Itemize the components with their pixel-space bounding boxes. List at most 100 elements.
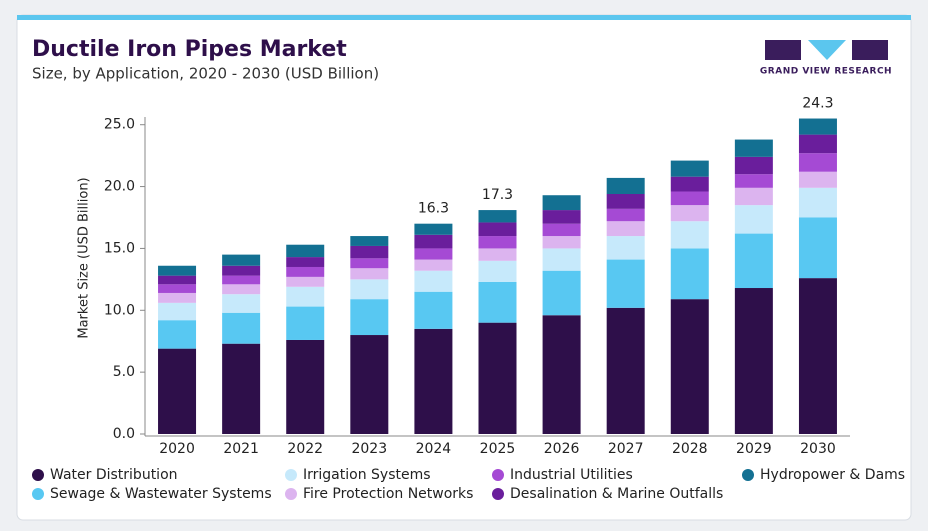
- bar-segment: [158, 348, 197, 434]
- bar-segment: [606, 177, 645, 194]
- legend-label: Fire Protection Networks: [303, 486, 473, 502]
- x-tick-label: 2029: [736, 441, 772, 457]
- bar-segment: [222, 343, 261, 434]
- bar-segment: [606, 193, 645, 209]
- bar-segment: [798, 217, 837, 279]
- bar-segment: [350, 245, 389, 259]
- bar-segment: [414, 248, 453, 260]
- bar-segment: [542, 270, 581, 316]
- bar-segment: [478, 322, 517, 434]
- bar-segment: [542, 236, 581, 249]
- bar-segment: [734, 156, 773, 175]
- bar-segment: [542, 210, 581, 224]
- bar-segment: [222, 275, 261, 285]
- x-tick-label: 2025: [480, 441, 516, 457]
- bar-segment: [670, 205, 709, 222]
- y-tick-label: 5.0: [113, 364, 135, 380]
- y-tick-label: 0.0: [113, 426, 135, 442]
- x-tick-label: 2027: [608, 441, 644, 457]
- logo-block: [765, 40, 801, 60]
- card: [16, 14, 912, 521]
- legend-marker: [285, 469, 297, 481]
- total-label: 24.3: [802, 96, 833, 112]
- bar-segment: [606, 307, 645, 434]
- bar-segment: [350, 299, 389, 336]
- x-tick-label: 2021: [223, 441, 259, 457]
- bar-segment: [478, 210, 517, 223]
- bar-segment: [798, 134, 837, 154]
- bar-segment: [542, 315, 581, 434]
- x-tick-label: 2020: [159, 441, 195, 457]
- bar-segment: [286, 266, 325, 277]
- bar-segment: [286, 306, 325, 340]
- legend-label: Irrigation Systems: [303, 467, 431, 483]
- bar-segment: [414, 259, 453, 271]
- x-tick-label: 2023: [351, 441, 387, 457]
- bar-segment: [350, 236, 389, 246]
- bar-segment: [734, 139, 773, 157]
- bar-segment: [158, 302, 197, 321]
- x-tick-label: 2024: [416, 441, 452, 457]
- bar-segment: [478, 222, 517, 237]
- bar-segment: [222, 265, 261, 276]
- bar-segment: [350, 258, 389, 269]
- bar-segment: [222, 294, 261, 313]
- bar-segment: [350, 268, 389, 280]
- bar-segment: [158, 320, 197, 349]
- bar-segment: [478, 260, 517, 282]
- bar-segment: [542, 248, 581, 271]
- legend-marker: [32, 488, 44, 500]
- legend-label: Water Distribution: [50, 467, 178, 483]
- legend-marker: [32, 469, 44, 481]
- bar-segment: [734, 187, 773, 206]
- bar-segment: [734, 205, 773, 234]
- bar-segment: [158, 265, 197, 276]
- bar-segment: [606, 208, 645, 222]
- bar-segment: [798, 153, 837, 172]
- bar-segment: [158, 284, 197, 293]
- bar-segment: [478, 248, 517, 261]
- bar-segment: [542, 223, 581, 237]
- y-tick-label: 10.0: [104, 302, 135, 318]
- bar-segment: [222, 284, 261, 295]
- logo-text: GRAND VIEW RESEARCH: [760, 67, 892, 77]
- chart-subtitle: Size, by Application, 2020 - 2030 (USD B…: [32, 65, 379, 83]
- legend-label: Hydropower & Dams: [760, 467, 905, 483]
- logo-block: [852, 40, 888, 60]
- bar-segment: [286, 276, 325, 287]
- card-top-border: [17, 15, 911, 20]
- total-label: 17.3: [482, 187, 513, 203]
- y-tick-label: 25.0: [104, 117, 135, 133]
- bar-segment: [606, 221, 645, 237]
- bar-segment: [734, 288, 773, 434]
- bar-segment: [798, 118, 837, 135]
- y-tick-label: 20.0: [104, 179, 135, 195]
- bar-segment: [798, 187, 837, 218]
- bar-segment: [414, 270, 453, 292]
- bar-segment: [158, 292, 197, 303]
- bar-segment: [606, 259, 645, 308]
- bar-segment: [734, 233, 773, 289]
- logo-block: [808, 40, 846, 60]
- bar-segment: [670, 176, 709, 192]
- legend-marker: [492, 488, 504, 500]
- bar-segment: [414, 223, 453, 235]
- bar-segment: [222, 312, 261, 344]
- bar-segment: [414, 234, 453, 249]
- legend-label: Desalination & Marine Outfalls: [510, 486, 723, 502]
- bar-segment: [478, 281, 517, 323]
- bar-segment: [670, 248, 709, 300]
- legend-label: Sewage & Wastewater Systems: [50, 486, 272, 502]
- total-label: 16.3: [418, 201, 449, 217]
- bar-segment: [670, 191, 709, 206]
- chart-title: Ductile Iron Pipes Market: [32, 37, 347, 62]
- bar-segment: [734, 174, 773, 188]
- bar-segment: [222, 254, 261, 266]
- bar-segment: [606, 236, 645, 260]
- bar-segment: [286, 339, 325, 434]
- bar-segment: [798, 171, 837, 188]
- bar-segment: [670, 221, 709, 249]
- y-tick-label: 15.0: [104, 240, 135, 256]
- bar-segment: [286, 286, 325, 307]
